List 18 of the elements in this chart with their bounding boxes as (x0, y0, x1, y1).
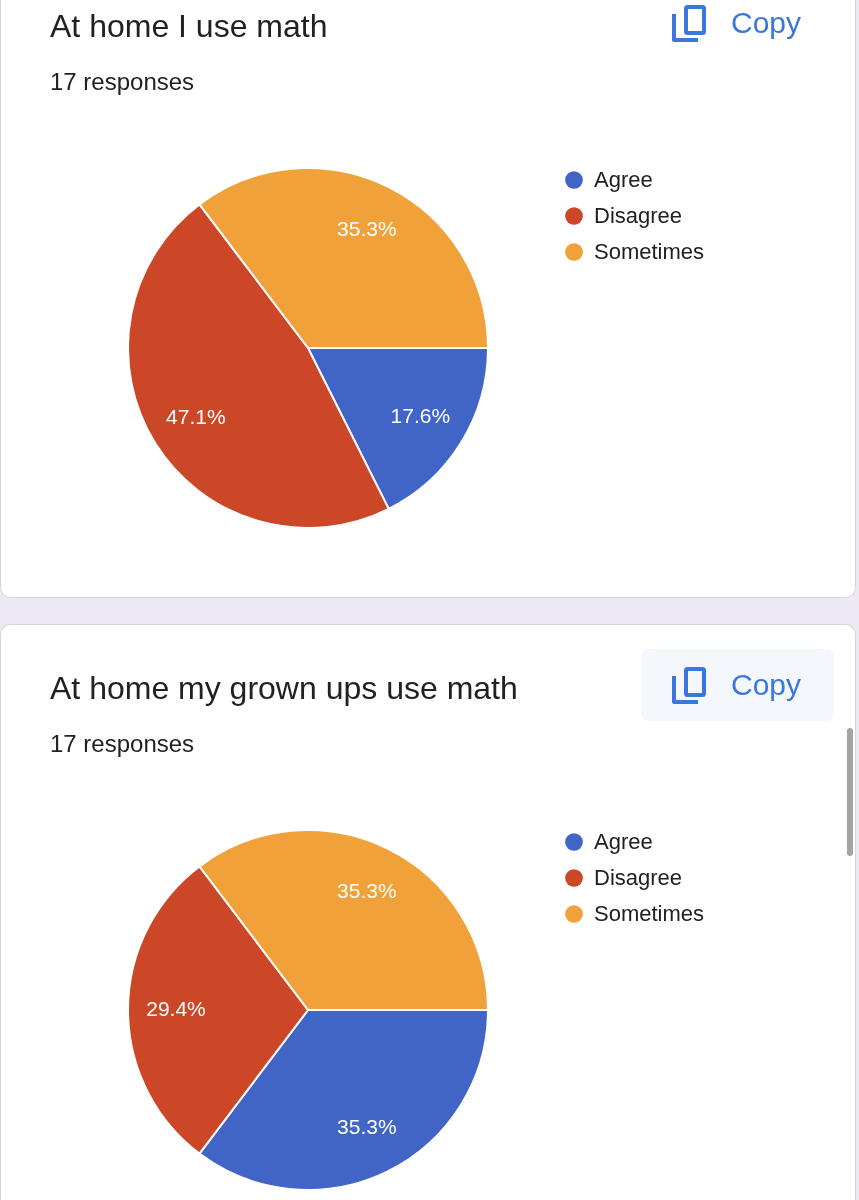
data-label: 35.3% (337, 1115, 397, 1139)
data-label: 35.3% (337, 216, 397, 240)
chart-subtitle: 17 responses (50, 730, 195, 757)
data-label: 17.6% (390, 404, 451, 428)
legend-label: Sometimes (594, 901, 705, 926)
legend-label: Disagree (594, 865, 683, 890)
chart-title: At home I use math (50, 8, 328, 44)
data-label: 47.1% (166, 404, 226, 428)
button: Copy (641, 649, 834, 721)
chart-subtitle: 17 responses (50, 68, 195, 95)
legend-label: Disagree (594, 203, 683, 228)
text: Copy (731, 6, 802, 39)
chart-title: At home my grown ups use math (50, 670, 518, 706)
legend-label: Agree (594, 167, 653, 192)
legend-label: Agree (594, 829, 653, 854)
data-label: 29.4% (146, 997, 206, 1020)
data-label: 35.3% (337, 878, 397, 902)
legend-label: Sometimes (594, 239, 705, 264)
